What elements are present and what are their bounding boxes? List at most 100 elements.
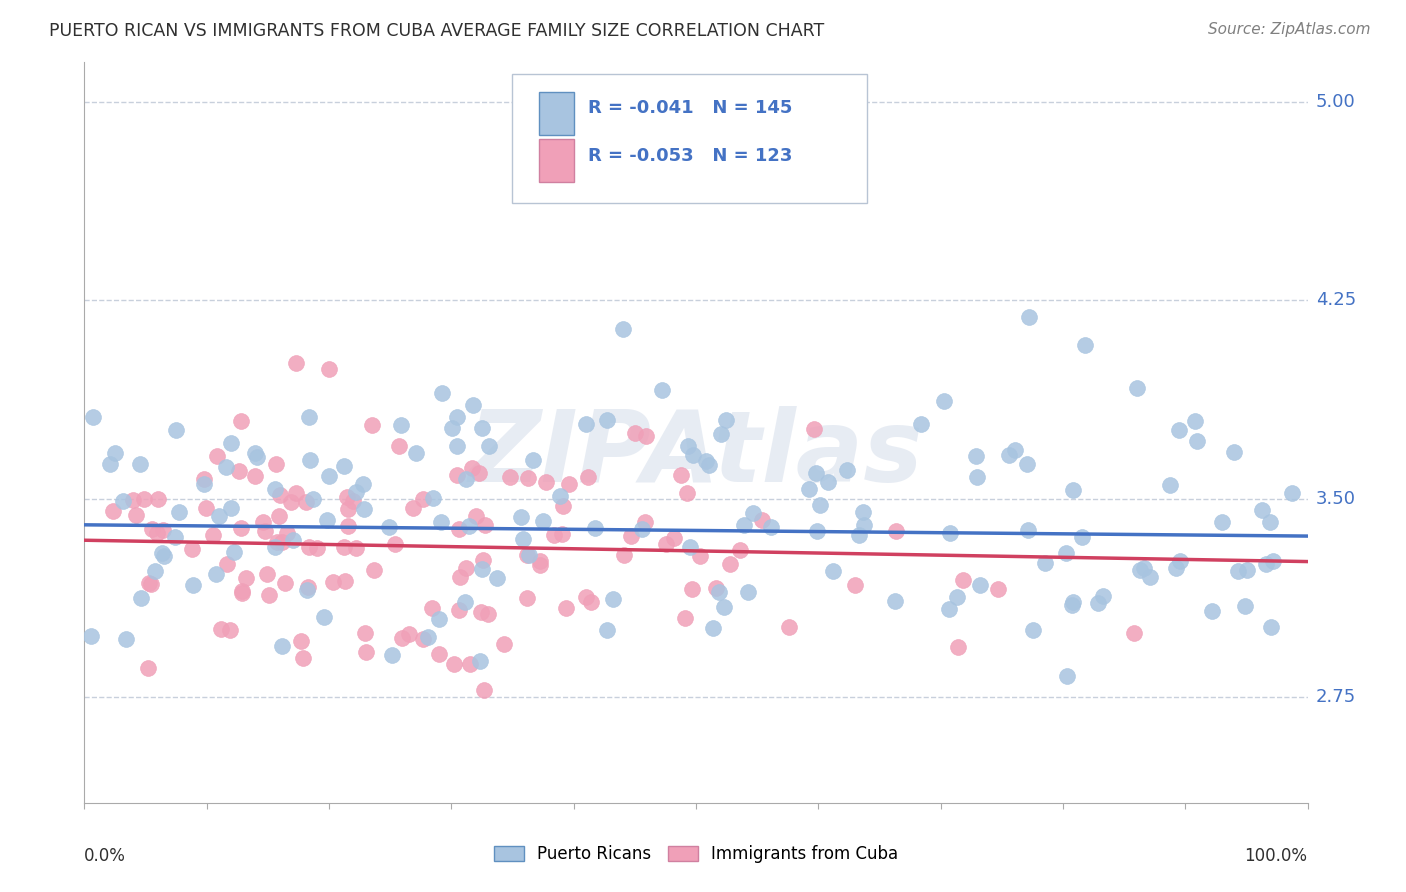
Point bbox=[461, 461, 484, 475]
Point bbox=[742, 506, 765, 520]
Point bbox=[205, 450, 228, 464]
Point bbox=[316, 513, 339, 527]
Point bbox=[1170, 554, 1192, 568]
Point bbox=[352, 476, 374, 491]
Point bbox=[246, 450, 269, 464]
Point bbox=[336, 502, 359, 516]
Point bbox=[314, 609, 336, 624]
Point bbox=[1133, 561, 1156, 575]
Point bbox=[852, 505, 875, 519]
Point bbox=[555, 600, 578, 615]
Point bbox=[1254, 557, 1277, 571]
Point bbox=[360, 417, 382, 432]
Point bbox=[681, 582, 703, 597]
Point bbox=[844, 578, 866, 592]
Point bbox=[422, 491, 444, 505]
Point bbox=[181, 578, 204, 592]
Point bbox=[322, 574, 344, 589]
Legend: Puerto Ricans, Immigrants from Cuba: Puerto Ricans, Immigrants from Cuba bbox=[486, 838, 905, 870]
Point bbox=[290, 633, 312, 648]
Point bbox=[215, 460, 238, 475]
Point bbox=[1054, 546, 1077, 560]
Point bbox=[195, 501, 218, 516]
Point bbox=[129, 591, 152, 605]
Point bbox=[276, 526, 298, 541]
Point bbox=[427, 612, 450, 626]
Point bbox=[128, 458, 150, 472]
Point bbox=[529, 558, 551, 573]
Point bbox=[1074, 337, 1097, 351]
Point bbox=[883, 594, 905, 608]
Point bbox=[709, 427, 731, 442]
Point bbox=[209, 622, 232, 636]
Point bbox=[335, 574, 357, 588]
Bar bbox=[540, 139, 574, 182]
Point bbox=[285, 486, 308, 500]
Point bbox=[678, 439, 700, 453]
Text: 5.00: 5.00 bbox=[1316, 93, 1355, 112]
Point bbox=[1159, 478, 1181, 492]
Point bbox=[612, 321, 634, 335]
Point bbox=[1222, 445, 1244, 459]
Point bbox=[965, 449, 987, 463]
Point bbox=[141, 577, 163, 591]
Point bbox=[1260, 515, 1282, 529]
Point bbox=[307, 541, 329, 556]
Point bbox=[264, 482, 287, 496]
Point bbox=[454, 561, 477, 575]
Point bbox=[1017, 458, 1039, 472]
Point bbox=[737, 585, 759, 599]
Point bbox=[1018, 310, 1040, 324]
Point bbox=[651, 384, 673, 398]
Point bbox=[1129, 563, 1152, 577]
Text: 100.0%: 100.0% bbox=[1244, 847, 1308, 865]
Point bbox=[219, 500, 242, 515]
Point bbox=[1070, 530, 1092, 544]
Point bbox=[457, 519, 479, 533]
Point bbox=[804, 467, 827, 481]
Point bbox=[808, 498, 831, 512]
Point bbox=[478, 439, 501, 453]
Point bbox=[252, 515, 274, 529]
Point bbox=[716, 413, 738, 427]
Point bbox=[205, 566, 228, 581]
Point bbox=[256, 566, 278, 581]
Point bbox=[1167, 423, 1189, 437]
Point bbox=[202, 527, 225, 541]
Point bbox=[1281, 486, 1303, 500]
Point bbox=[337, 519, 360, 533]
Point bbox=[1250, 503, 1272, 517]
Point bbox=[886, 524, 908, 538]
Point bbox=[125, 508, 148, 522]
Point bbox=[384, 537, 406, 551]
Point bbox=[529, 554, 551, 568]
Point bbox=[167, 505, 190, 519]
Point bbox=[682, 449, 704, 463]
Point bbox=[82, 409, 104, 424]
Point bbox=[550, 527, 572, 541]
Point bbox=[492, 637, 515, 651]
Point bbox=[596, 413, 619, 427]
Point bbox=[420, 600, 443, 615]
Point bbox=[1234, 599, 1257, 613]
Point bbox=[446, 467, 468, 482]
Point bbox=[1056, 668, 1078, 682]
Point bbox=[416, 630, 439, 644]
Point bbox=[344, 485, 367, 500]
Point bbox=[548, 489, 571, 503]
Point bbox=[441, 421, 464, 435]
Point bbox=[103, 504, 125, 518]
Point bbox=[447, 522, 470, 536]
Point bbox=[512, 532, 534, 546]
Point bbox=[257, 588, 280, 602]
Point bbox=[471, 562, 494, 576]
Point bbox=[817, 475, 839, 490]
Point bbox=[468, 466, 491, 480]
Point bbox=[446, 438, 468, 452]
Point bbox=[472, 683, 495, 698]
Point bbox=[679, 540, 702, 554]
Point bbox=[946, 590, 969, 604]
Point bbox=[405, 446, 427, 460]
Point bbox=[295, 495, 318, 509]
Point bbox=[1261, 554, 1284, 568]
